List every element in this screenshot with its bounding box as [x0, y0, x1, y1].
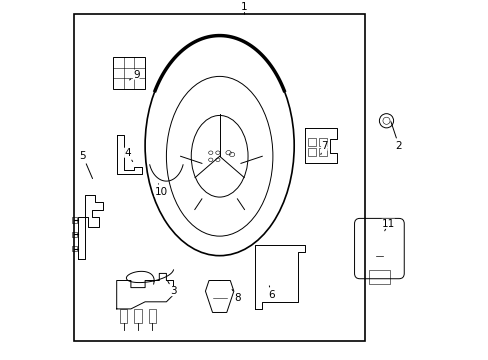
Bar — [308, 138, 316, 145]
Bar — [308, 148, 316, 156]
Text: 10: 10 — [154, 184, 167, 197]
Bar — [148, 309, 156, 323]
Text: 2: 2 — [390, 122, 402, 150]
Text: 8: 8 — [232, 289, 240, 303]
Text: 1: 1 — [241, 2, 247, 14]
Bar — [72, 217, 77, 223]
Bar — [72, 231, 77, 237]
Text: 9: 9 — [129, 69, 139, 80]
Bar — [368, 270, 389, 284]
Text: 7: 7 — [320, 141, 327, 154]
Bar — [318, 138, 326, 145]
Text: 5: 5 — [80, 151, 92, 179]
Text: 11: 11 — [381, 219, 394, 231]
Bar — [318, 148, 326, 156]
Bar — [134, 309, 141, 323]
Text: 6: 6 — [267, 286, 274, 300]
Bar — [72, 246, 77, 251]
Bar — [113, 57, 145, 89]
Ellipse shape — [191, 116, 247, 197]
Text: 4: 4 — [124, 148, 132, 162]
Bar — [74, 14, 365, 341]
Text: 3: 3 — [167, 281, 177, 296]
Bar — [120, 309, 127, 323]
